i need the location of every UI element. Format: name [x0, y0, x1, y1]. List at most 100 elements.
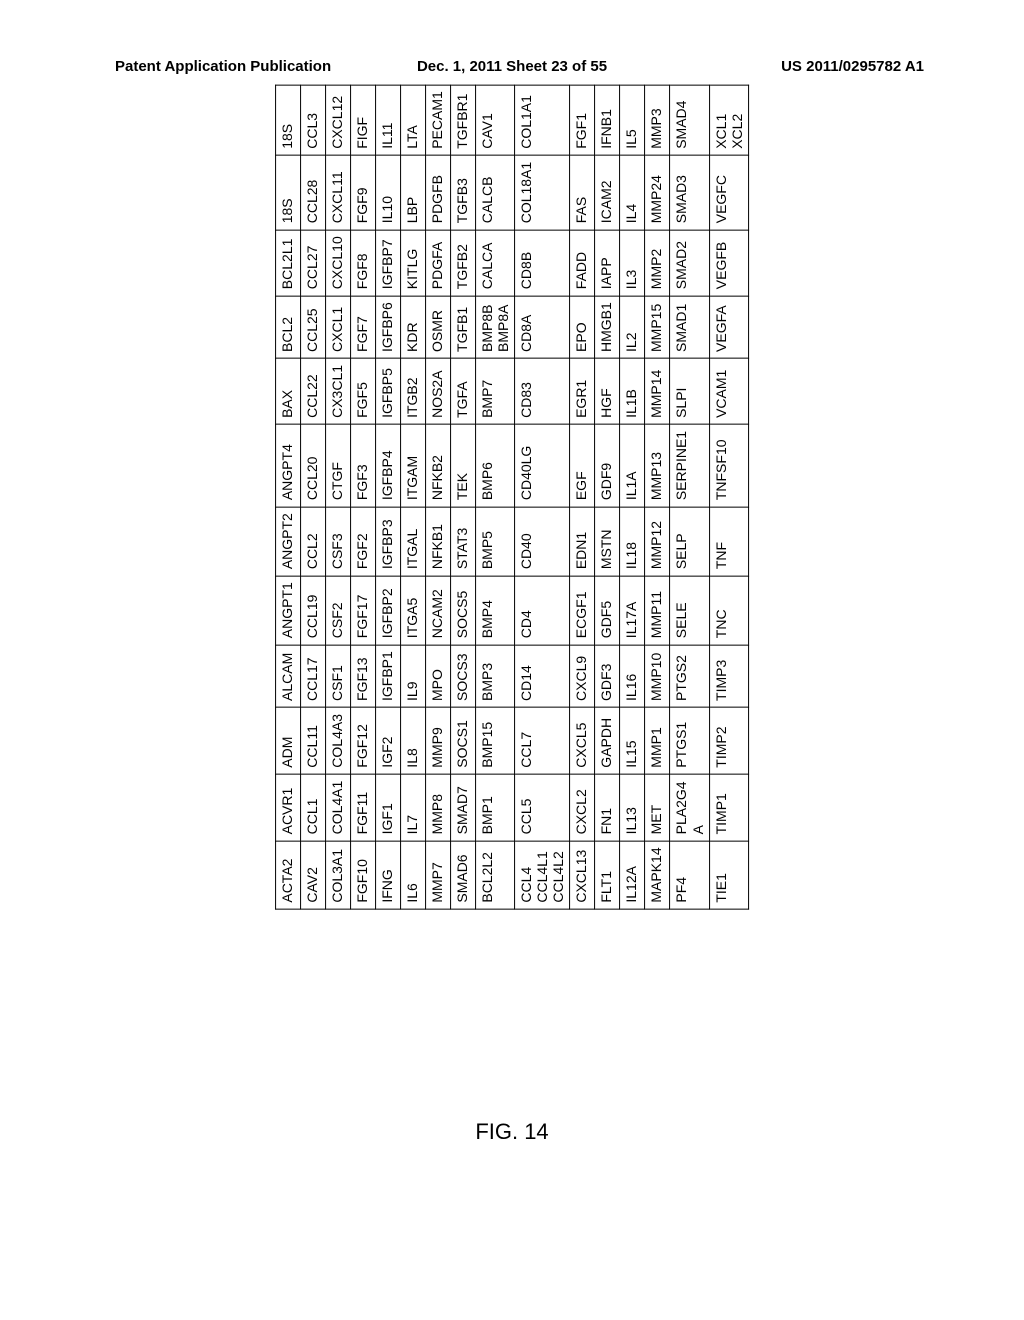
table-cell: SMAD2	[670, 230, 709, 296]
table-cell: VEGFB	[709, 230, 748, 296]
table-cell: IGFBP5	[376, 358, 401, 424]
table-cell: NFKB1	[426, 507, 451, 576]
table-cell: MPO	[426, 645, 451, 708]
table-cell: COL18A1	[515, 155, 570, 229]
table-cell: VEGFA	[709, 296, 748, 359]
table-cell: EGF	[570, 424, 595, 506]
table-cell: VEGFC	[709, 155, 748, 229]
table-cell: COL1A1	[515, 85, 570, 156]
table-row: TIE1TIMP1TIMP2TIMP3TNCTNFTNFSF10VCAM1VEG…	[709, 85, 748, 909]
table-cell: CTGF	[326, 424, 351, 506]
table-cell: ALCAM	[276, 645, 301, 708]
table-cell: TEK	[451, 424, 476, 506]
table-cell: CCL27	[301, 230, 326, 296]
table-cell: IGFBP2	[376, 576, 401, 645]
table-cell: IL7	[401, 774, 426, 841]
table-cell: GDF3	[595, 645, 620, 708]
table-cell: MMP12	[645, 507, 670, 576]
table-row: IL6IL7IL8IL9ITGA5ITGALITGAMITGB2KDRKITLG…	[401, 85, 426, 909]
table-row: COL3A1COL4A1COL4A3CSF1CSF2CSF3CTGFCX3CL1…	[326, 85, 351, 909]
table-cell: TNC	[709, 576, 748, 645]
table-cell: TIMP2	[709, 707, 748, 774]
table-cell: IGFBP7	[376, 230, 401, 296]
table-cell: EGR1	[570, 358, 595, 424]
table-cell: IL4	[620, 155, 645, 229]
table-cell: CXCL10	[326, 230, 351, 296]
table-cell: HGF	[595, 358, 620, 424]
table-cell: CCL22	[301, 358, 326, 424]
table-row: BCL2L2BMP1BMP15BMP3BMP4BMP5BMP6BMP7BMP8B…	[476, 85, 515, 909]
table-cell: FGF5	[351, 358, 376, 424]
table-row: MAPK14METMMP1MMP10MMP11MMP12MMP13MMP14MM…	[645, 85, 670, 909]
table-cell: TIE1	[709, 841, 748, 909]
table-cell: 18S	[276, 155, 301, 229]
table-cell: MSTN	[595, 507, 620, 576]
table-cell: ANGPT2	[276, 507, 301, 576]
table-cell: IL6	[401, 841, 426, 909]
table-cell: FGF3	[351, 424, 376, 506]
table-cell: FN1	[595, 774, 620, 841]
table-row: IL12AIL13IL15IL16IL17AIL18IL1AIL1BIL2IL3…	[620, 85, 645, 909]
table-cell: FGF17	[351, 576, 376, 645]
table-row: FLT1FN1GAPDHGDF3GDF5MSTNGDF9HGFHMGB1IAPP…	[595, 85, 620, 909]
table-cell: CCL2	[301, 507, 326, 576]
table-cell: ANGPT4	[276, 424, 301, 506]
table-cell: ACVR1	[276, 774, 301, 841]
table-cell: CCL1	[301, 774, 326, 841]
table-cell: PECAM1	[426, 85, 451, 156]
table-cell: ICAM2	[595, 155, 620, 229]
table-cell: OSMR	[426, 296, 451, 359]
table-cell: CSF3	[326, 507, 351, 576]
table-cell: FIGF	[351, 85, 376, 156]
table-cell: NOS2A	[426, 358, 451, 424]
table-cell: BMP5	[476, 507, 515, 576]
table-cell: ANGPT1	[276, 576, 301, 645]
table-cell: CALCA	[476, 230, 515, 296]
table-cell: PF4	[670, 841, 709, 909]
table-cell: ACTA2	[276, 841, 301, 909]
table-cell: MMP15	[645, 296, 670, 359]
table-cell: FGF12	[351, 707, 376, 774]
table-cell: CSF1	[326, 645, 351, 708]
table-cell: BMP8B BMP8A	[476, 296, 515, 359]
table-cell: PTGS1	[670, 707, 709, 774]
table-cell: ITGA5	[401, 576, 426, 645]
table-cell: CXCL11	[326, 155, 351, 229]
table-cell: BMP3	[476, 645, 515, 708]
table-cell: FGF13	[351, 645, 376, 708]
table-row: SMAD6SMAD7SOCS1SOCS3SOCS5STAT3TEKTGFATGF…	[451, 85, 476, 909]
figure-caption: FIG. 14	[0, 1119, 1024, 1145]
table-cell: IAPP	[595, 230, 620, 296]
table-cell: CCL20	[301, 424, 326, 506]
table-cell: IFNB1	[595, 85, 620, 156]
table-cell: SMAD4	[670, 85, 709, 156]
table-cell: TNF	[709, 507, 748, 576]
table-cell: CXCL1	[326, 296, 351, 359]
table-cell: CD8A	[515, 296, 570, 359]
table-cell: IL13	[620, 774, 645, 841]
table-cell: GAPDH	[595, 707, 620, 774]
table-cell: FLT1	[595, 841, 620, 909]
table-cell: CD4	[515, 576, 570, 645]
table-cell: CD14	[515, 645, 570, 708]
table-cell: GDF5	[595, 576, 620, 645]
table-cell: CCL19	[301, 576, 326, 645]
table-cell: MET	[645, 774, 670, 841]
table-cell: IL17A	[620, 576, 645, 645]
table-cell: FGF10	[351, 841, 376, 909]
table-cell: PDGFB	[426, 155, 451, 229]
table-cell: COL4A3	[326, 707, 351, 774]
table-cell: PLA2G4 A	[670, 774, 709, 841]
table-cell: BCL2L2	[476, 841, 515, 909]
table-cell: IL15	[620, 707, 645, 774]
table-cell: IL18	[620, 507, 645, 576]
table-cell: IGFBP3	[376, 507, 401, 576]
table-cell: FADD	[570, 230, 595, 296]
table-cell: SMAD3	[670, 155, 709, 229]
table-cell: IGF1	[376, 774, 401, 841]
table-cell: IL10	[376, 155, 401, 229]
table-row: MMP7MMP8MMP9MPONCAM2NFKB1NFKB2NOS2AOSMRP…	[426, 85, 451, 909]
table-cell: PTGS2	[670, 645, 709, 708]
gene-table-wrap: ACTA2ACVR1ADMALCAMANGPT1ANGPT2ANGPT4BAXB…	[275, 84, 749, 909]
table-row: CXCL13CXCL2CXCL5CXCL9ECGF1EDN1EGFEGR1EPO…	[570, 85, 595, 909]
